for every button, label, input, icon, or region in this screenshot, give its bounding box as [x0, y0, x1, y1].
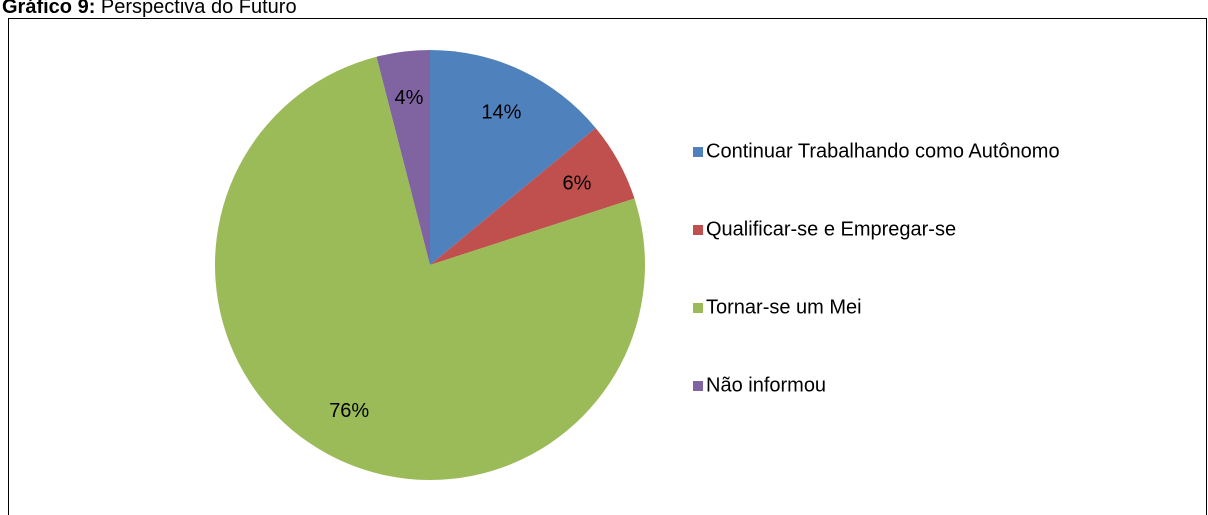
pie-slice	[430, 127, 635, 265]
pie-slice	[376, 50, 430, 265]
data-label: 14%	[481, 102, 521, 124]
title-text: Perspectiva do Futuro	[101, 0, 297, 18]
data-label: 6%	[563, 172, 592, 194]
title-prefix: Gráfico 9:	[2, 0, 95, 18]
legend-label: Continuar Trabalhando como Autônomo	[706, 140, 1060, 162]
legend-label: Qualificar-se e Empregar-se	[706, 218, 956, 240]
legend-swatch	[693, 147, 703, 157]
legend-swatch	[693, 381, 703, 391]
legend-swatch	[693, 225, 703, 235]
legend-label: Tornar-se um Mei	[706, 296, 862, 318]
pie-slice	[215, 56, 645, 480]
data-label: 76%	[329, 400, 369, 422]
pie-slice	[430, 50, 596, 265]
data-label: 4%	[395, 87, 424, 109]
legend-label: Não informou	[706, 374, 826, 396]
chart-title: Gráfico 9: Perspectiva do Futuro	[2, 0, 297, 18]
legend-swatch	[693, 303, 703, 313]
